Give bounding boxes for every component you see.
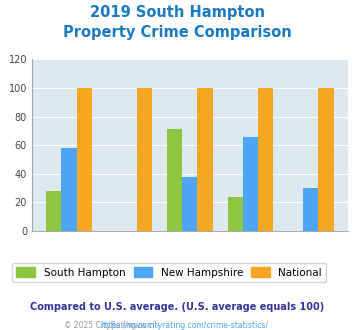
Bar (228, 197, 243, 231)
Bar (77, 88, 92, 231)
Legend: South Hampton, New Hampshire, National: South Hampton, New Hampshire, National (12, 263, 326, 282)
Bar (61, 148, 77, 231)
Text: Property Crime Comparison: Property Crime Comparison (63, 25, 292, 40)
Text: © 2025 CityRating.com -: © 2025 CityRating.com - (64, 321, 162, 330)
Bar (243, 137, 258, 231)
Text: Compared to U.S. average. (U.S. average equals 100): Compared to U.S. average. (U.S. average … (31, 302, 324, 312)
Bar (182, 177, 197, 231)
Text: 2019 South Hampton: 2019 South Hampton (90, 5, 265, 20)
Text: https://www.cityrating.com/crime-statistics/: https://www.cityrating.com/crime-statist… (100, 321, 269, 330)
Bar (258, 88, 273, 231)
Bar (318, 88, 334, 231)
Bar (137, 88, 152, 231)
Bar (303, 188, 318, 231)
Bar (197, 88, 213, 231)
Bar (167, 129, 182, 231)
Bar (46, 191, 61, 231)
